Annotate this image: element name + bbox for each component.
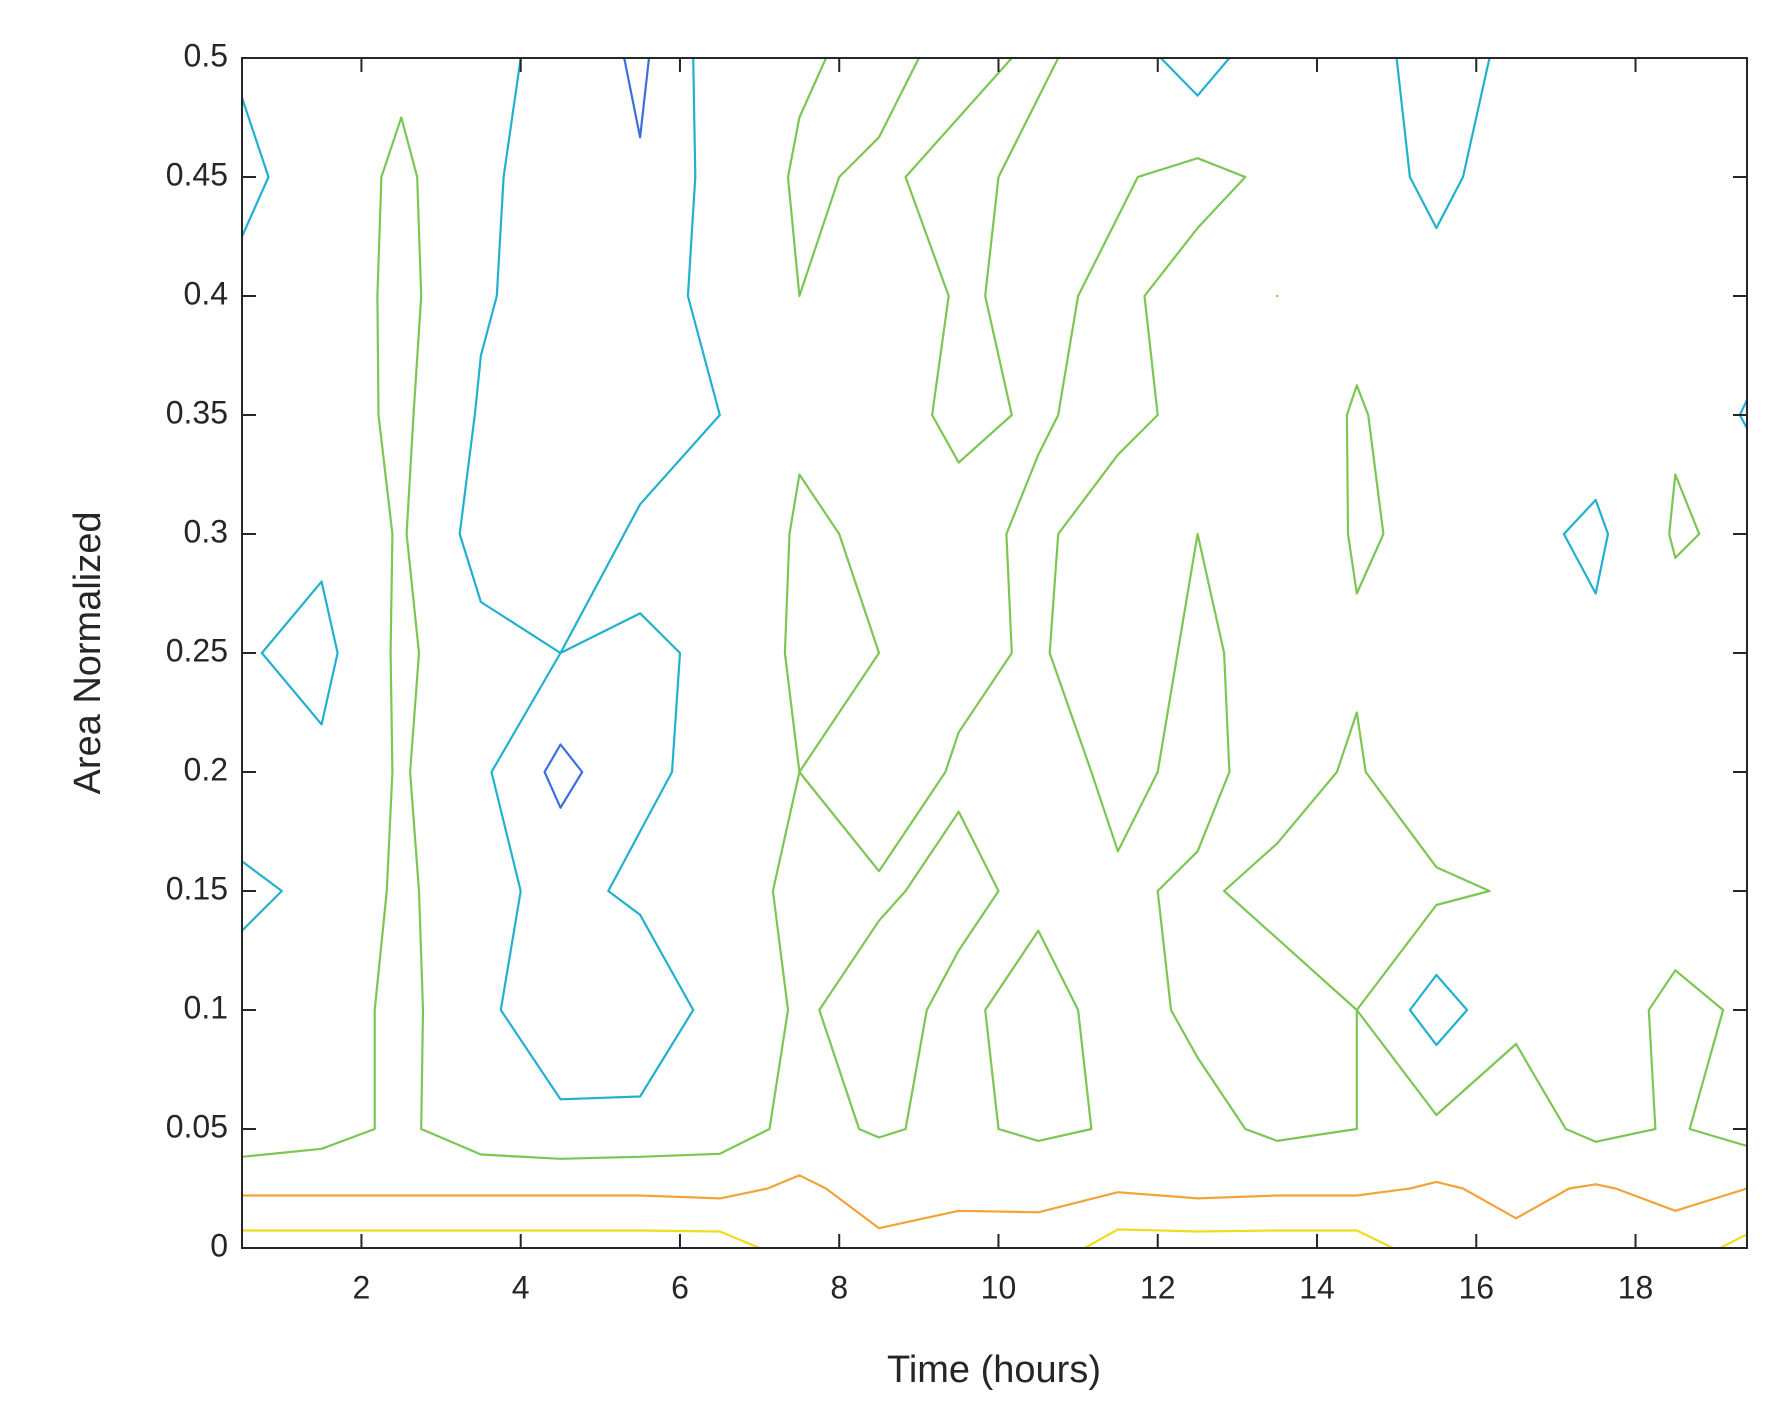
y-tick-label: 0.5: [184, 37, 228, 73]
contour-line: [242, 1228, 1747, 1248]
y-tick-label: 0.25: [166, 632, 228, 668]
x-tick-label: 8: [830, 1269, 848, 1305]
y-tick-label: 0.15: [166, 870, 228, 906]
y-tick-label: 0.35: [166, 394, 228, 430]
contour-line: [543, 58, 651, 809]
x-tick-label: 14: [1299, 1269, 1335, 1305]
contour-layer: [242, 58, 1747, 1248]
x-tick-label: 2: [353, 1269, 371, 1305]
y-tick-label: 0.05: [166, 1108, 228, 1144]
x-axis-label: Time (hours): [887, 1349, 1101, 1391]
y-tick-label: 0: [210, 1227, 228, 1263]
x-tick-label: 12: [1140, 1269, 1176, 1305]
x-tick-label: 6: [671, 1269, 689, 1305]
y-axis-label: Area Normalized: [67, 512, 109, 795]
x-tick-label: 4: [512, 1269, 530, 1305]
contour-line: [242, 1174, 1747, 1230]
x-tick-label: 16: [1458, 1269, 1494, 1305]
y-tick-label: 0.2: [184, 751, 228, 787]
y-tick-label: 0.4: [184, 275, 228, 311]
contour-line: [242, 58, 1747, 1101]
x-tick-label: 18: [1618, 1269, 1654, 1305]
y-tick-label: 0.3: [184, 513, 228, 549]
x-tick-label: 10: [981, 1269, 1017, 1305]
contour-line: [242, 58, 1747, 1160]
y-tick-label: 0.45: [166, 156, 228, 192]
y-tick-label: 0.1: [184, 989, 228, 1025]
